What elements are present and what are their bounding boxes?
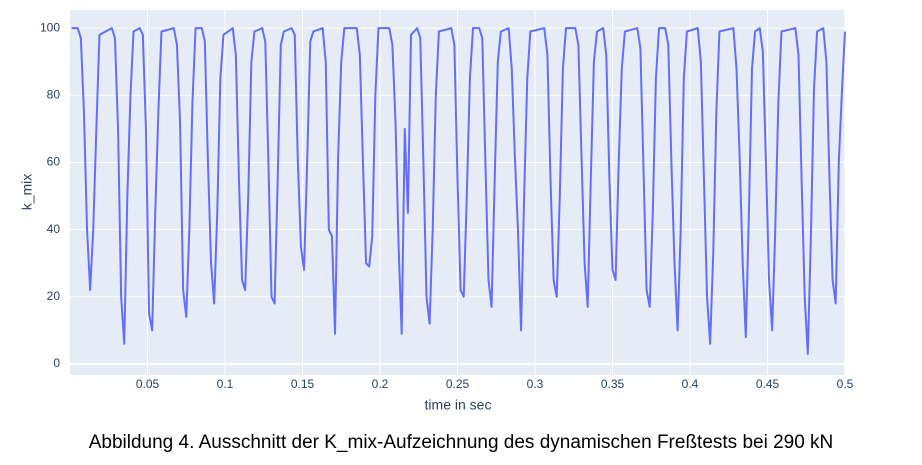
x-axis-title: time in sec (425, 397, 492, 413)
x-tick-label: 0.3 (527, 377, 544, 391)
x-tick-label: 0.25 (446, 377, 470, 391)
y-tick-label: 40 (47, 222, 61, 236)
x-tick-label: 0.15 (291, 377, 315, 391)
x-tick-label: 0.35 (601, 377, 625, 391)
x-tick-label: 0.05 (136, 377, 160, 391)
y-tick-label: 100 (40, 20, 60, 34)
x-tick-label: 0.45 (756, 377, 780, 391)
x-tick-label: 0.2 (372, 377, 389, 391)
caption: Abbildung 4. Ausschnitt der K_mix-Aufzei… (89, 432, 834, 453)
y-tick-label: 0 (53, 356, 60, 370)
x-tick-label: 0.4 (682, 377, 699, 391)
x-tick-label: 0.1 (217, 377, 234, 391)
data-line (71, 27, 846, 355)
y-tick-label: 60 (47, 155, 61, 169)
y-axis-title: k_mix (19, 174, 35, 211)
x-tick-label: 0.5 (837, 377, 854, 391)
y-tick-label: 80 (47, 87, 61, 101)
y-tick-label: 20 (47, 289, 61, 303)
